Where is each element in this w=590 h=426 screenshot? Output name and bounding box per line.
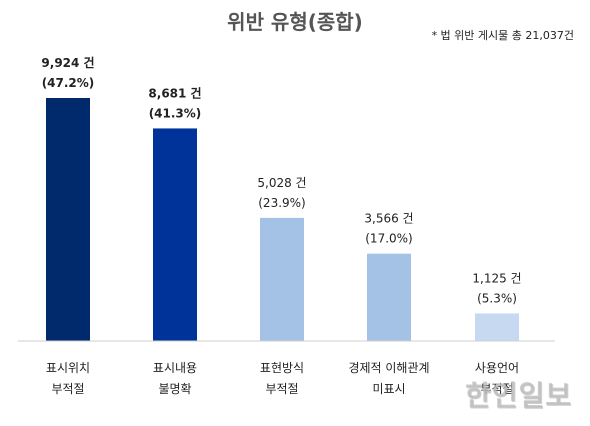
bar xyxy=(153,128,197,341)
category-label: 부적절 xyxy=(480,382,513,396)
category-label: 표시내용 xyxy=(153,361,197,375)
category-label: 표현방식 xyxy=(260,361,304,375)
bars-group xyxy=(46,98,519,341)
bar xyxy=(46,98,90,341)
bar-percent-label: (17.0%) xyxy=(365,232,412,246)
bar xyxy=(367,253,411,341)
bar-value-label: 1,125 건 xyxy=(472,271,521,285)
category-label: 경제적 이해관계 xyxy=(348,361,429,375)
category-label: 사용언어 xyxy=(475,361,519,375)
bar xyxy=(260,217,304,341)
category-label: 불명확 xyxy=(158,382,191,396)
bar-value-label: 5,028 건 xyxy=(257,176,306,190)
bar-percent-label: (41.3%) xyxy=(149,106,202,120)
chart-title: 위반 유형(종합) xyxy=(227,10,363,34)
bar-value-label: 8,681 건 xyxy=(148,85,201,100)
bar-percent-label: (23.9%) xyxy=(258,196,305,210)
category-label: 부적절 xyxy=(265,382,298,396)
bar-value-label: 9,924 건 xyxy=(41,55,94,70)
category-label: 부적절 xyxy=(51,382,84,396)
watermark-logo: 한인일보 xyxy=(464,379,572,412)
total-note: * 법 위반 게시물 총 21,037건 xyxy=(431,29,574,42)
category-label: 표시위치 xyxy=(46,361,90,375)
bar-percent-label: (5.3%) xyxy=(477,291,517,305)
bar-value-label: 3,566 건 xyxy=(364,212,413,226)
bar xyxy=(475,313,519,341)
category-label: 미표시 xyxy=(372,382,405,396)
bar-percent-label: (47.2%) xyxy=(42,76,95,90)
